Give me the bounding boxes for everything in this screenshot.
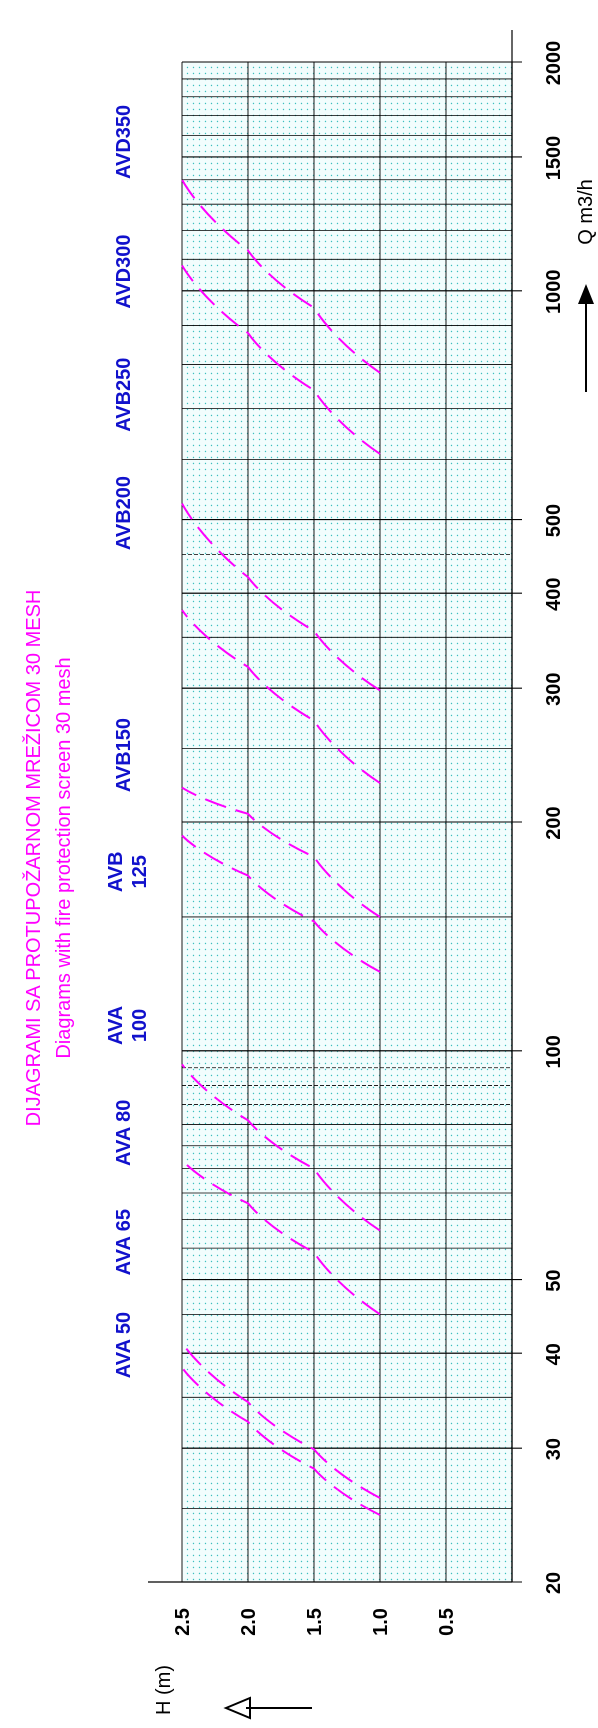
h-tick-label: 0.5 xyxy=(436,1608,458,1636)
q-tick-label: 50 xyxy=(543,1269,565,1291)
series-line xyxy=(181,1159,381,1316)
q-axis-label: Q m3/h xyxy=(575,179,597,245)
series-line xyxy=(181,1063,381,1232)
series-line xyxy=(181,786,381,918)
series-label: AVB150 xyxy=(113,718,135,792)
series-label: AVD350 xyxy=(113,105,135,179)
series-label: 100 xyxy=(129,1009,151,1042)
h-tick-label: 2.0 xyxy=(238,1608,260,1636)
series-labels: AVA 50 AVA 65 AVA 80 AVA 100 AVB 125 AVB150 AVB2… xyxy=(105,105,151,1378)
series-line xyxy=(181,264,381,455)
series-line xyxy=(181,834,381,973)
q-tick-label: 300 xyxy=(543,672,565,705)
axes xyxy=(148,30,513,1583)
chart-title: DIJAGRAMI SA PROTUPOŽARNOM MREŽICOM 30 M… xyxy=(22,590,45,1127)
series-line xyxy=(181,609,381,784)
q-tick-label: 400 xyxy=(543,578,565,611)
q-tick-label: 1500 xyxy=(543,136,565,181)
h-axis-label: H (m) xyxy=(153,1665,175,1715)
series-label: AVD300 xyxy=(113,234,135,308)
q-axis-arrow xyxy=(578,284,594,392)
h-tick-label: 2.5 xyxy=(172,1608,194,1636)
q-tick-label: 30 xyxy=(543,1438,565,1460)
series-label: AVB200 xyxy=(113,476,135,550)
q-tick-label: 200 xyxy=(543,806,565,839)
series-label: AVA xyxy=(105,1006,127,1045)
series-label: 125 xyxy=(129,855,151,888)
chart-subtitle: Diagrams with fire protection screen 30 … xyxy=(53,657,75,1058)
h-tick-label: 1.0 xyxy=(370,1608,392,1636)
series-line xyxy=(181,1367,381,1516)
series-label: AVA 80 xyxy=(113,1100,135,1166)
q-tick-label: 100 xyxy=(543,1035,565,1068)
series-lines xyxy=(181,179,381,1516)
series-line xyxy=(181,179,381,374)
h-tick-label: 1.5 xyxy=(304,1608,326,1636)
q-tick-label: 1000 xyxy=(543,270,565,315)
series-line xyxy=(181,503,381,692)
q-tick-label: 2000 xyxy=(543,41,565,86)
tick-labels: 20 30 40 50 100 200 300 400 500 1000 1500 2000 0.5 1.… xyxy=(172,41,565,1636)
series-label: AVB xyxy=(105,851,127,892)
q-tick-label: 500 xyxy=(543,504,565,537)
q-tick-label: 40 xyxy=(543,1343,565,1365)
series-line xyxy=(181,1342,381,1499)
series-label: AVA 50 xyxy=(113,1312,135,1378)
series-label: AVA 65 xyxy=(113,1209,135,1275)
q-tick-label: 20 xyxy=(543,1572,565,1594)
series-label: AVB250 xyxy=(113,358,135,432)
h-axis-arrow xyxy=(223,1696,312,1720)
